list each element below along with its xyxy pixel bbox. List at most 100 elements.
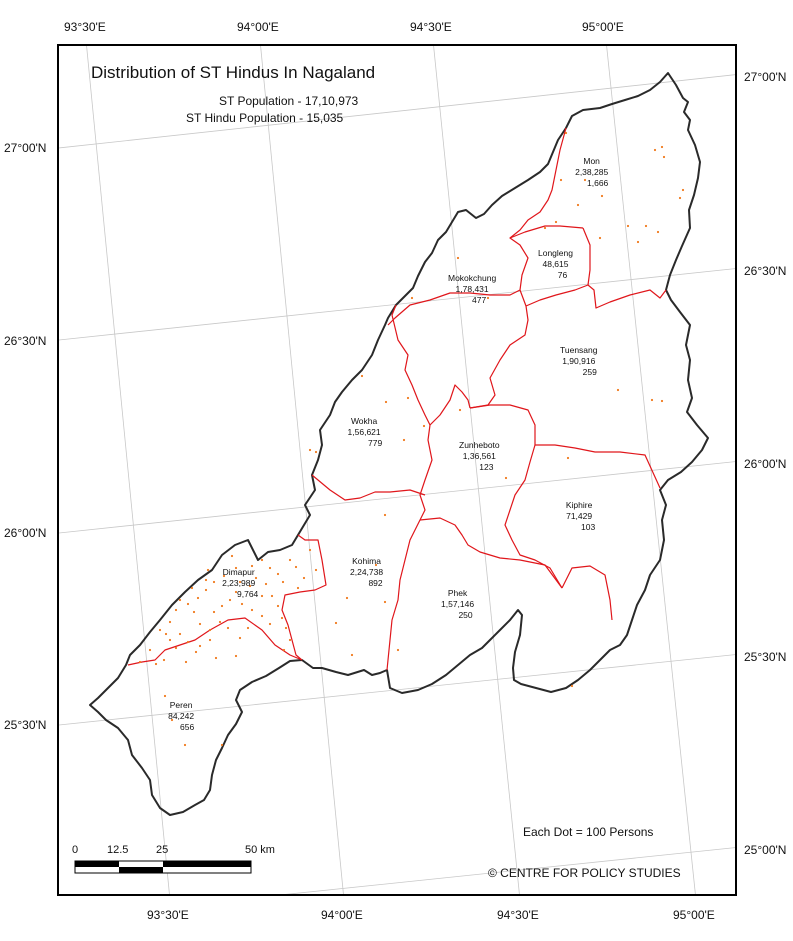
population-dot <box>422 424 426 428</box>
population-dot <box>660 399 664 403</box>
district-label-tuensang: Tuensang 1,90,916 259 <box>560 345 598 378</box>
district-population: 1,90,916 <box>562 356 596 366</box>
population-dot <box>410 296 414 300</box>
population-dot <box>288 558 292 562</box>
population-dot <box>576 203 580 207</box>
district-population: 2,38,285 <box>575 167 609 177</box>
district-hindu: 1,666 <box>587 178 609 188</box>
district-population: 1,56,621 <box>347 427 381 437</box>
population-dot <box>234 566 238 570</box>
district-name: Dimapur <box>222 567 255 577</box>
district-name: Mokokchung <box>448 273 497 283</box>
population-dot <box>626 224 630 228</box>
population-dot <box>138 660 142 664</box>
population-dot <box>238 636 242 640</box>
population-dot <box>570 684 574 688</box>
district-label-longleng: Longleng 48,615 76 <box>538 248 573 281</box>
population-dot <box>644 224 648 228</box>
district-hindu: 123 <box>479 462 494 472</box>
population-dot <box>653 148 657 152</box>
population-dot <box>660 145 664 149</box>
population-dot <box>554 220 558 224</box>
population-dot <box>308 448 312 452</box>
population-dot <box>186 640 190 644</box>
population-dot <box>154 662 158 666</box>
top-lon-label: 94°00'E <box>237 20 279 34</box>
left-lat-label: 27°00'N <box>4 141 47 155</box>
population-dot <box>302 576 306 580</box>
population-dot <box>254 576 258 580</box>
district-population: 71,429 <box>566 511 593 521</box>
population-dot <box>616 388 620 392</box>
district-name: Longleng <box>538 248 573 258</box>
population-dot <box>308 548 312 552</box>
scale-label: 50 km <box>245 844 275 856</box>
map-title: Distribution of ST Hindus In Nagaland <box>91 63 376 82</box>
population-dot <box>212 580 216 584</box>
population-dot <box>564 131 568 135</box>
population-dot <box>288 638 292 642</box>
population-dot <box>186 602 190 606</box>
population-dot <box>600 194 604 198</box>
population-dot <box>204 588 208 592</box>
population-dot <box>178 598 182 602</box>
bottom-lon-label: 93°30'E <box>147 908 189 922</box>
population-dot <box>163 694 167 698</box>
population-dot <box>196 596 200 600</box>
population-dot <box>174 646 178 650</box>
district-hindu: 477 <box>472 295 487 305</box>
population-dot <box>164 632 168 636</box>
population-dot <box>212 610 216 614</box>
population-dot <box>294 565 298 569</box>
district-label-kiphire: Kiphire 71,429 103 <box>563 500 595 533</box>
district-hindu: 103 <box>581 522 596 532</box>
state-boundary <box>89 72 709 816</box>
population-dot <box>281 580 285 584</box>
population-dot <box>260 594 264 598</box>
population-dot <box>226 626 230 630</box>
population-dot <box>250 564 254 568</box>
population-dot <box>168 620 172 624</box>
population-dot <box>192 610 196 614</box>
population-dot <box>374 563 378 567</box>
population-dot <box>260 614 264 618</box>
left-lat-label: 26°00'N <box>4 526 47 540</box>
population-dot <box>280 616 284 620</box>
population-dot <box>314 568 318 572</box>
population-dot <box>238 580 242 584</box>
district-population: 84,242 <box>168 711 195 721</box>
population-dot <box>681 188 685 192</box>
district-label-mokokchung: Mokokchung 1,78,431 477 <box>448 273 496 306</box>
population-dot <box>184 660 188 664</box>
population-dot <box>208 628 212 632</box>
population-dot <box>314 450 318 454</box>
population-dot <box>334 621 338 625</box>
population-dot <box>636 240 640 244</box>
left-lat-label: 26°30'N <box>4 334 47 348</box>
population-dots <box>138 131 685 747</box>
district-population: 1,57,146 <box>441 599 475 609</box>
population-dot <box>345 596 349 600</box>
population-dot <box>360 374 364 378</box>
population-dot <box>198 622 202 626</box>
population-dot <box>270 594 274 598</box>
population-dot <box>396 648 400 652</box>
population-dot <box>206 568 210 572</box>
population-dot <box>260 558 264 562</box>
district-label-peren: Peren 84,242 656 <box>168 700 194 733</box>
population-dot <box>234 590 238 594</box>
population-dot <box>178 632 182 636</box>
district-label-dimapur: Dimapur 2,23,989 9,764 <box>219 567 258 600</box>
district-name: Kohima <box>352 556 381 566</box>
district-label-wokha: Wokha 1,56,621 779 <box>346 416 383 449</box>
population-dot <box>383 513 387 517</box>
population-dot <box>458 408 462 412</box>
map-frame <box>57 44 737 896</box>
population-dot <box>350 653 354 657</box>
district-label-phek: Phek 1,57,146 250 <box>441 588 474 621</box>
right-lat-label: 25°00'N <box>744 843 787 857</box>
population-dot <box>543 226 547 230</box>
district-label-mon: Mon 2,38,285 1,666 <box>575 156 608 189</box>
district-name: Kiphire <box>565 500 593 510</box>
